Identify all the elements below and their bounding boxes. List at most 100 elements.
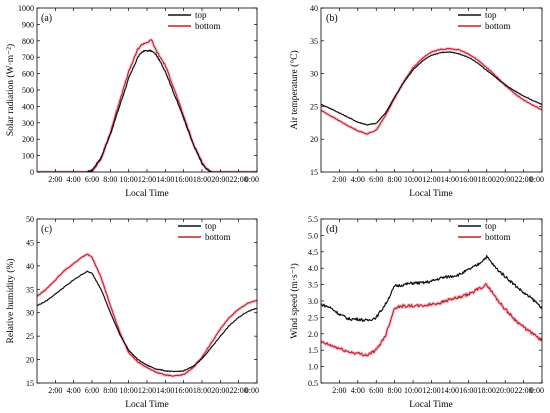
panel-a-xlabel: Local Time	[125, 189, 169, 199]
panel-a-label: (a)	[41, 13, 52, 24]
panel-c-ytick-label: 30	[26, 309, 34, 318]
panel-b-ytick-label: 35	[310, 37, 318, 46]
panel-d-series	[321, 254, 542, 358]
panel-c-xtick-label: 4:00	[67, 386, 81, 395]
panel-a-ytick-label: 700	[22, 53, 34, 62]
panel-a-xtick-label: 4:00	[67, 175, 81, 184]
panel-d-xtick-label: 4:00	[351, 386, 365, 395]
panel-d-ytick-label: 5.0	[308, 231, 318, 240]
panel-d-xtick-label: 6:00	[369, 386, 383, 395]
panel-d-xtick-label: 8:00	[388, 386, 402, 395]
panel-b-ytick-label: 25	[310, 102, 318, 111]
panel-d-xtick-label: 0:00	[530, 386, 544, 395]
panel-c-series	[37, 252, 257, 378]
panel-d-series-top-line	[321, 254, 542, 322]
panel-b-ytick-label: 15	[310, 168, 318, 177]
panel-d-frame	[320, 218, 543, 384]
panel-d: (d) 0.5 1.0 1.5 2.0 2.5 3.0 3.5 4.0 4.5 5.0 5.5 2:…	[289, 215, 544, 410]
panel-c-xtick-label: 14:00	[156, 386, 174, 395]
panel-b-xtick-labels: 2:00 4:00 6:00 8:00 10:00 12:00 14:00 16:00 18:0…	[332, 175, 544, 184]
panel-c-legend-bottom-label: bottom	[205, 232, 231, 242]
panel-c-ytick-label: 45	[26, 238, 34, 247]
panel-c-label: (c)	[41, 224, 52, 235]
panel-d-xtick-label: 20:00	[496, 386, 514, 395]
panel-c-xtick-label: 12:00	[138, 386, 156, 395]
panel-a-ytick-label: 0	[30, 168, 34, 177]
panel-c-xtick-label: 0:00	[245, 386, 259, 395]
panel-b-xtick-label: 0:00	[530, 175, 544, 184]
panel-a-xtick-label: 6:00	[85, 175, 99, 184]
panel-b-xtick-label: 8:00	[388, 175, 402, 184]
panel-a-xtick-label: 2:00	[48, 175, 62, 184]
panel-c-xtick-labels: 2:00 4:00 6:00 8:00 10:00 12:00 14:00 16:00 18:0…	[48, 386, 259, 395]
panel-a-ytick-label: 1000	[18, 4, 34, 13]
panel-a-xtick-label: 12:00	[138, 175, 156, 184]
panel-a-legend-bottom-label: bottom	[195, 21, 221, 31]
panel-c-series-bottom-halo	[37, 252, 257, 378]
panel-b-series-bottom-line	[321, 47, 542, 135]
panel-c-xtick-label: 6:00	[85, 386, 99, 395]
panel-c-legend-top-label: top	[205, 221, 217, 231]
panel-c-xtick-label: 16:00	[175, 386, 193, 395]
panel-d-series-bottom-halo	[321, 282, 542, 358]
panel-d-ytick-label: 3.5	[308, 281, 318, 290]
panel-a-ytick-label: 300	[22, 119, 34, 128]
panel-a-legend: top bottom	[168, 10, 221, 31]
panel-b-xtick-label: 22:00	[514, 175, 532, 184]
panel-c-xtick-label: 22:00	[230, 386, 248, 395]
panel-d-ylabel: Wind speed (m·s⁻¹)	[289, 263, 300, 339]
panel-d-ytick-label: 0.5	[308, 379, 318, 388]
panel-b-legend-top-label: top	[485, 10, 497, 20]
panel-a-ytick-label: 500	[22, 86, 34, 95]
panel-c-series-bottom-line	[37, 253, 257, 377]
panel-b-xtick-label: 16:00	[459, 175, 477, 184]
panel-a-xtick-label: 18:00	[193, 175, 211, 184]
panel-b-xtick-label: 20:00	[496, 175, 514, 184]
panel-d-xtick-labels: 2:00 4:00 6:00 8:00 10:00 12:00 14:00 16:00 18:0…	[332, 386, 544, 395]
panel-a-frame	[36, 7, 258, 173]
panel-b-legend-bottom-label: bottom	[485, 21, 511, 31]
panel-c-xlabel: Local Time	[125, 400, 169, 410]
panel-c-xtick-label: 10:00	[120, 386, 138, 395]
panel-d-series-bottom-line	[321, 283, 542, 357]
panel-c-ytick-label: 15	[26, 379, 34, 388]
panel-d-xtick-label: 2:00	[332, 386, 346, 395]
panel-a-series-bottom-halo	[37, 38, 257, 172]
panel-b-frame	[320, 7, 543, 173]
panel-b-xtick-label: 18:00	[478, 175, 496, 184]
panel-d-xtick-label: 16:00	[459, 386, 477, 395]
panel-b-legend: top bottom	[458, 10, 511, 31]
panel-a-ytick-label: 900	[22, 20, 34, 29]
panel-c-xtick-label: 8:00	[103, 386, 117, 395]
panel-a-xtick-label: 16:00	[175, 175, 193, 184]
panel-b-xtick-label: 14:00	[441, 175, 459, 184]
panel-c-legend: top bottom	[178, 221, 231, 242]
panel-b-series-bottom-halo	[321, 46, 542, 136]
panel-d-xlabel: Local Time	[409, 400, 453, 410]
panel-c-series-top-line	[37, 270, 257, 373]
panel-d-legend-bottom-label: bottom	[485, 232, 511, 242]
panel-b-series-top-line	[321, 51, 542, 126]
panel-a-ytick-label: 800	[22, 37, 34, 46]
panel-b-xtick-label: 2:00	[332, 175, 346, 184]
panel-c-ytick-label: 40	[26, 262, 34, 271]
panel-a-xtick-label: 22:00	[230, 175, 248, 184]
panel-d-ytick-labels: 0.5 1.0 1.5 2.0 2.5 3.0 3.5 4.0 4.5 5.0 5.5	[308, 215, 318, 388]
panel-a-xtick-label: 14:00	[156, 175, 174, 184]
panel-d-xtick-label: 10:00	[404, 386, 422, 395]
panel-d-xtick-label: 22:00	[514, 386, 532, 395]
panel-a-ytick-label: 400	[22, 102, 34, 111]
panel-a-series-top-line	[37, 49, 257, 172]
panel-a-legend-top-label: top	[195, 10, 207, 20]
panel-c-ytick-label: 35	[26, 285, 34, 294]
panel-d-ytick-label: 2.0	[308, 330, 318, 339]
panel-c: (c) 15 20 25 30 35 40 45 50 2:00 4:00 6:00 8:00 10:…	[5, 215, 259, 410]
panel-d-legend-top-label: top	[485, 221, 497, 231]
panel-a-series-bottom-line	[37, 39, 257, 172]
panel-a-ytick-labels: 0 100 200 300 400 500 600 700 800 900 1000	[18, 4, 34, 177]
panel-d-ytick-label: 2.5	[308, 313, 318, 322]
panel-a-ytick-label: 200	[22, 135, 34, 144]
panel-a-ylabel: Solar radiation (W·m⁻²)	[5, 44, 16, 136]
panel-d-ytick-label: 3.0	[308, 297, 318, 306]
